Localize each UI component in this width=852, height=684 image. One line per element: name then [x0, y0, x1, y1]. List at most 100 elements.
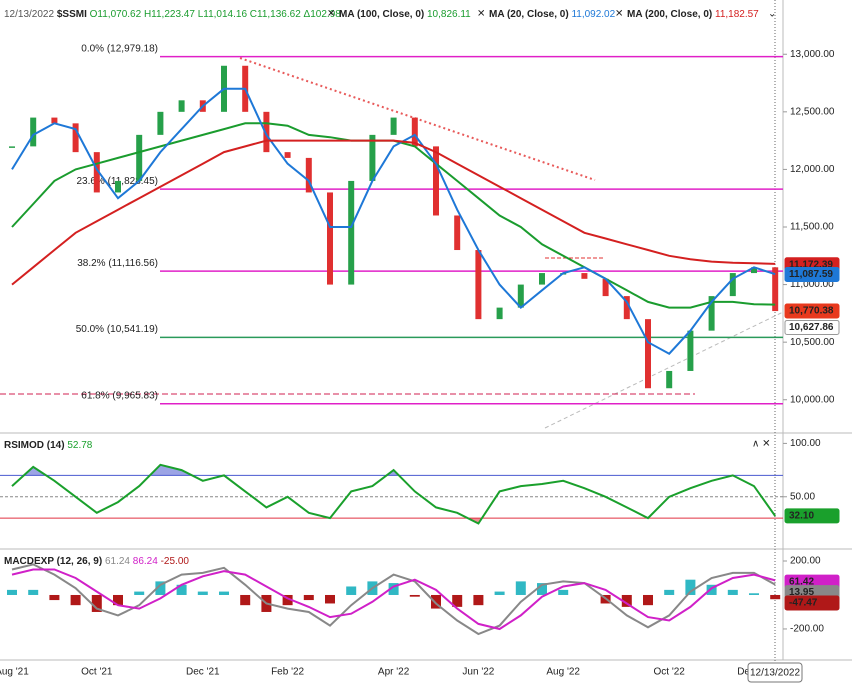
y-tick-label: 12,000.00: [790, 164, 835, 175]
panel-value: 61.24: [105, 556, 130, 567]
legend-value: 11,182.57: [715, 9, 759, 20]
legend-icon: ✕: [477, 9, 485, 20]
y-tick-label: -200.00: [790, 624, 824, 635]
panel-value: -25.00: [161, 556, 190, 567]
candle: [772, 267, 779, 312]
legend-name: MA (100, Close, 0): [339, 9, 424, 20]
x-tick-label: Aug '21: [0, 667, 29, 678]
candle: [475, 250, 482, 320]
candle: [157, 111, 164, 135]
histogram-bar: [49, 594, 60, 601]
histogram-bar: [621, 594, 632, 607]
candle: [623, 296, 630, 320]
y-tick-label: 12,500.00: [790, 106, 835, 117]
y-tick-label: 100.00: [790, 438, 821, 449]
price-tag-label: 61.42: [789, 577, 814, 588]
candle: [645, 319, 651, 389]
panel-value: 86.24: [133, 556, 158, 567]
candle: [51, 117, 58, 124]
price-tag-label: 11,172.39: [789, 259, 833, 270]
histogram-bar: [155, 581, 166, 595]
candle: [178, 100, 185, 112]
histogram-bar: [643, 594, 653, 606]
x-tick-label: Dec '21: [186, 667, 220, 678]
candle: [411, 117, 418, 147]
trend-line: [544, 311, 784, 429]
histogram-bar: [770, 594, 781, 600]
histogram-bar: [7, 589, 17, 595]
x-tick-label: Oct '21: [81, 667, 113, 678]
candle: [9, 146, 15, 148]
candle: [517, 284, 524, 308]
histogram-bar: [749, 593, 759, 595]
ma-line: [11, 139, 776, 286]
histogram-bar: [91, 594, 102, 612]
candle: [729, 273, 736, 297]
candle: [284, 152, 291, 158]
candle: [327, 192, 333, 285]
histogram-bar: [113, 594, 123, 606]
histogram-bar: [727, 589, 738, 595]
y-tick-label: 11,000.00: [790, 279, 834, 290]
rsi-line: [11, 463, 777, 525]
date-box: [747, 662, 803, 683]
histogram-bar: [388, 583, 399, 595]
histogram-bar: [409, 594, 420, 597]
histogram-bar: [346, 586, 357, 595]
legend-icon: ✕: [615, 9, 623, 20]
histogram-bar: [134, 591, 145, 595]
candle: [72, 123, 79, 153]
ma-line: [11, 87, 776, 355]
y-tick-label: 50.00: [790, 491, 815, 502]
price-tag: [784, 319, 840, 335]
fib-label: 50.0% (10,541.19): [76, 324, 158, 335]
price-tag-label: 10,627.86: [789, 322, 834, 333]
candle: [751, 267, 757, 274]
candle: [30, 117, 37, 147]
panel-name: RSIMOD (14): [4, 440, 65, 451]
collapse-icon[interactable]: ⌄: [768, 9, 776, 20]
chart-header: 12/13/2022 $SSMI O11,070.62 H11,223.47 L…: [4, 9, 341, 20]
histogram-bar: [685, 579, 696, 595]
panel-controls[interactable]: ∧ ✕: [752, 439, 770, 450]
fib-label: 38.2% (11,116.56): [77, 258, 158, 269]
candle: [602, 278, 609, 297]
y-tick-label: 10,500.00: [790, 337, 835, 348]
candle: [348, 180, 355, 285]
histogram-bar: [706, 584, 717, 595]
panel-title: RSIMOD (14) 52.78: [4, 440, 93, 451]
x-tick-label: Oct '22: [654, 667, 686, 678]
legend-value: 11,092.02: [571, 9, 615, 20]
histogram-bar: [28, 589, 39, 595]
histogram-bar: [70, 594, 81, 606]
macd-line: [11, 563, 776, 636]
candle: [369, 134, 376, 181]
macd-line: [11, 568, 776, 631]
candle: [496, 307, 503, 320]
candle: [93, 152, 100, 193]
histogram-bar: [282, 594, 293, 606]
candle: [454, 215, 461, 251]
histogram-bar: [558, 589, 569, 595]
y-tick-label: 13,000.00: [790, 49, 835, 60]
legend-icon: ✕: [327, 9, 335, 20]
histogram-bar: [537, 583, 547, 595]
legend-name: MA (20, Close, 0): [489, 9, 569, 20]
candle: [539, 273, 545, 285]
candle: [433, 146, 439, 216]
price-tag: [784, 266, 840, 282]
y-tick-label: 11,500.00: [790, 222, 834, 233]
candle: [708, 296, 715, 331]
legend-entry: MA (100, Close, 0) 10,826.11: [339, 9, 471, 20]
candle: [115, 180, 121, 193]
histogram-bar: [515, 581, 526, 595]
price-tag-label: 13.95: [789, 587, 814, 598]
legend-name: MA (200, Close, 0): [627, 9, 712, 20]
fib-label: 61.8% (9,965.83): [81, 390, 158, 401]
candle: [136, 134, 143, 181]
y-tick-label: 200.00: [790, 556, 821, 567]
price-tag-label: -47.47: [789, 598, 818, 609]
x-tick-label: Jun '22: [462, 667, 494, 678]
price-tag: [784, 303, 840, 319]
